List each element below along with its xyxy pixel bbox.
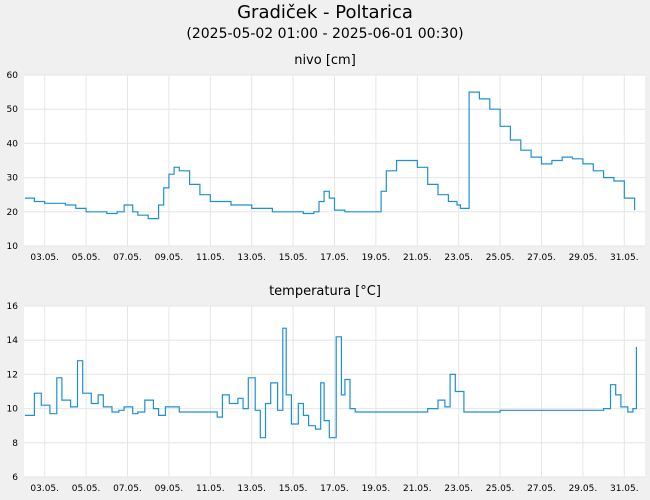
- level-xtick-label: 21.05.: [403, 253, 432, 263]
- level-xtick-label: 07.05.: [113, 253, 142, 263]
- temperature-series-line: [24, 327, 638, 439]
- temperature-chart-title: temperatura [°C]: [269, 284, 381, 299]
- temperature-xtick-label: 19.05.: [362, 484, 391, 494]
- temperature-ytick-label: 8: [12, 439, 18, 449]
- level-xtick-label: 11.05.: [196, 253, 225, 263]
- temperature-xtick-label: 05.05.: [72, 484, 101, 494]
- level-xtick-label: 31.05.: [610, 253, 639, 263]
- page-title: Gradiček - Poltarica: [237, 2, 413, 23]
- level-chart-title: nivo [cm]: [294, 53, 356, 68]
- level-xtick-label: 25.05.: [486, 253, 515, 263]
- temperature-xtick-label: 25.05.: [486, 484, 515, 494]
- level-xtick-label: 19.05.: [362, 253, 391, 263]
- level-chart: nivo [cm] 10 20 30 40 50 60 03.05. 05.05. 07.05…: [7, 53, 645, 263]
- level-ytick-label: 60: [7, 71, 19, 81]
- level-xtick-label: 05.05.: [72, 253, 101, 263]
- level-ytick-label: 10: [7, 242, 19, 252]
- level-xtick-label: 27.05.: [527, 253, 556, 263]
- temperature-xtick-label: 27.05.: [527, 484, 556, 494]
- temperature-xtick-label: 21.05.: [403, 484, 432, 494]
- temperature-xtick-label: 13.05.: [237, 484, 266, 494]
- temperature-xtick-label: 11.05.: [196, 484, 225, 494]
- level-xtick-label: 09.05.: [155, 253, 184, 263]
- level-ytick-label: 40: [7, 139, 19, 149]
- temperature-xtick-label: 31.05.: [610, 484, 639, 494]
- temperature-ytick-label: 10: [7, 405, 19, 415]
- temperature-ytick-label: 16: [7, 302, 19, 312]
- level-ytick-label: 20: [7, 208, 19, 218]
- level-ytick-label: 30: [7, 174, 19, 184]
- level-xtick-label: 23.05.: [444, 253, 473, 263]
- level-xtick-label: 03.05.: [30, 253, 59, 263]
- page-subtitle: (2025-05-02 01:00 - 2025-06-01 00:30): [186, 26, 464, 42]
- temperature-xtick-label: 17.05.: [320, 484, 349, 494]
- temperature-chart: temperatura [°C] 6 8 10 12 14 16 03.05. 05.05.…: [7, 284, 645, 494]
- temperature-xtick-label: 07.05.: [113, 484, 142, 494]
- temperature-ytick-label: 6: [12, 473, 18, 483]
- temperature-xtick-label: 23.05.: [444, 484, 473, 494]
- level-ytick-label: 50: [7, 105, 19, 115]
- level-xtick-label: 17.05.: [320, 253, 349, 263]
- level-series-line: [24, 91, 636, 220]
- temperature-ytick-label: 12: [7, 370, 18, 380]
- temperature-xtick-label: 03.05.: [30, 484, 59, 494]
- level-xtick-label: 15.05.: [279, 253, 308, 263]
- temperature-xtick-label: 09.05.: [155, 484, 184, 494]
- temperature-xtick-label: 15.05.: [279, 484, 308, 494]
- temperature-ytick-label: 14: [7, 336, 19, 346]
- level-xtick-label: 29.05.: [569, 253, 598, 263]
- temperature-xtick-label: 29.05.: [569, 484, 598, 494]
- level-xtick-label: 13.05.: [237, 253, 266, 263]
